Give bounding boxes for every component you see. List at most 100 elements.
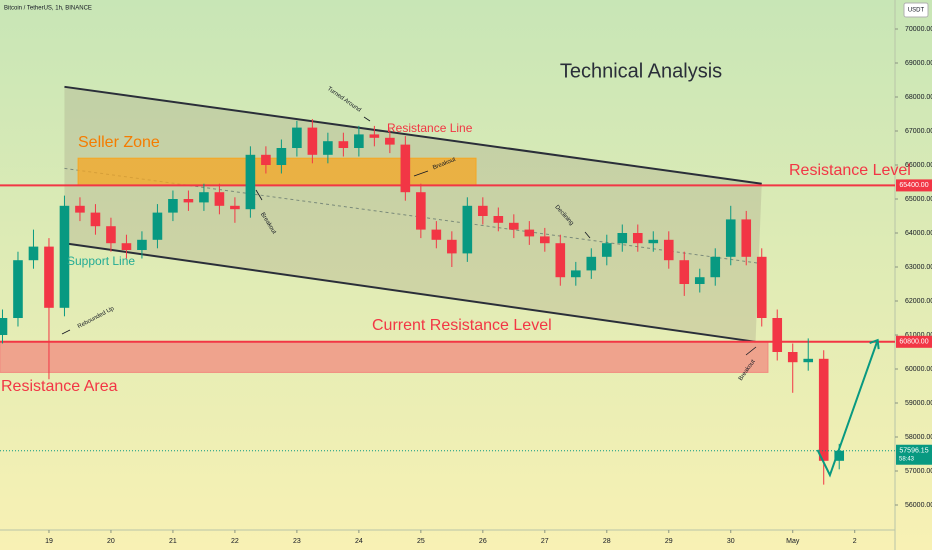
pointer	[584, 231, 591, 239]
y-tick-label: 59000.00	[905, 400, 932, 407]
candle-body	[369, 134, 380, 138]
candle-body	[509, 222, 519, 230]
x-tick-label: 25	[417, 538, 425, 545]
candle-body	[183, 199, 194, 203]
candle-body	[323, 141, 333, 155]
candle-body	[137, 239, 147, 251]
y-tick-label: 68000.00	[905, 94, 932, 101]
x-tick-label: 22	[231, 538, 239, 545]
x-tick-label: 19	[45, 538, 53, 545]
candle-body	[13, 260, 23, 319]
candle-body	[385, 137, 395, 145]
candle-body	[447, 239, 457, 254]
candle-body	[59, 205, 70, 308]
candle-body	[245, 154, 256, 210]
candle-body	[416, 192, 426, 230]
x-tick-label: 23	[293, 538, 301, 545]
candle-body	[230, 205, 240, 210]
annotation: Resistance Area	[1, 378, 118, 395]
level-label: 65400.00	[899, 182, 928, 189]
annotation: Seller Zone	[78, 134, 160, 151]
candle-body	[199, 192, 209, 203]
y-tick-label: 69000.00	[905, 60, 932, 67]
candle-body	[276, 148, 287, 166]
candle-body	[772, 318, 783, 353]
x-tick-label: 21	[169, 538, 177, 545]
candle-body	[292, 127, 302, 149]
candle-body	[75, 205, 85, 213]
y-tick-label: 60000.00	[905, 366, 932, 373]
annotation: Resistance Level	[789, 162, 911, 179]
arrow-head	[869, 338, 880, 350]
candle-body	[648, 239, 659, 244]
candle-body	[121, 243, 132, 251]
y-tick-label: 65000.00	[905, 196, 932, 203]
candle-body	[431, 229, 442, 240]
y-tick-label: 61000.00	[905, 332, 932, 339]
x-tick-label: 24	[355, 538, 363, 545]
x-tick-label: May	[786, 538, 800, 545]
x-tick-label: 30	[727, 538, 735, 545]
pointer	[61, 329, 71, 335]
candle-body	[338, 141, 349, 149]
candle-body	[663, 239, 674, 261]
y-tick-label: 56000.00	[905, 502, 932, 509]
projection	[816, 339, 879, 478]
candle-body	[354, 134, 364, 149]
y-tick-label: 57000.00	[905, 468, 932, 475]
y-tick-label: 58000.00	[905, 434, 932, 441]
header: Bitcoin / TetherUS, 1h, BINANCE	[4, 6, 92, 12]
candle-body	[694, 277, 705, 285]
pointer	[745, 346, 757, 356]
zone	[0, 341, 769, 373]
candle-body	[725, 219, 736, 257]
candle-body	[601, 243, 612, 257]
y-tick-label: 70000.00	[905, 26, 932, 33]
currency-box[interactable]	[903, 2, 929, 18]
candle-body	[555, 243, 566, 278]
y-tick-label: 62000.00	[905, 298, 932, 305]
candle-body	[524, 229, 535, 237]
last-price-label: 57596.15	[899, 448, 928, 455]
chart-title: Technical Analysis	[560, 60, 722, 82]
candle-body	[44, 246, 54, 308]
candle-body	[787, 352, 798, 363]
plot	[0, 85, 895, 485]
pointer	[413, 170, 429, 177]
x-tick-label: 28	[603, 538, 611, 545]
countdown: 58:43	[899, 456, 915, 462]
candle-body	[834, 450, 845, 461]
level-label: 60800.00	[899, 339, 928, 346]
candle-body	[803, 358, 814, 363]
x-tick-label: 27	[541, 538, 549, 545]
pointer	[363, 116, 371, 122]
annotation: Resistance Line	[387, 121, 473, 135]
candle-body	[462, 205, 473, 254]
annotation: Current Resistance Level	[372, 317, 552, 334]
x-tick-label: 26	[479, 538, 487, 545]
y-tick-label: 64000.00	[905, 230, 932, 237]
candle-body	[756, 256, 767, 319]
candle-body	[106, 226, 116, 244]
y-tick-label: 63000.00	[905, 264, 932, 271]
candle-body	[679, 260, 690, 285]
channel-line	[64, 242, 756, 343]
y-tick-label: 66000.00	[905, 162, 932, 169]
candle-body	[710, 256, 721, 278]
x-tick-label: 29	[665, 538, 673, 545]
candle-body	[818, 358, 829, 461]
level-tag	[896, 335, 932, 348]
candle-body	[90, 212, 101, 227]
annotation: Support Line	[67, 254, 135, 268]
candle-body	[741, 219, 752, 257]
pointer	[255, 189, 263, 201]
level-tag	[896, 179, 932, 192]
channel-line	[64, 85, 762, 185]
candle-body	[28, 246, 39, 261]
candle-body	[586, 256, 597, 271]
candle-body	[632, 233, 643, 244]
candle-body	[617, 233, 628, 244]
candle-body	[493, 216, 504, 223]
x-tick-label: 2	[853, 538, 857, 545]
candle-body	[261, 154, 271, 166]
